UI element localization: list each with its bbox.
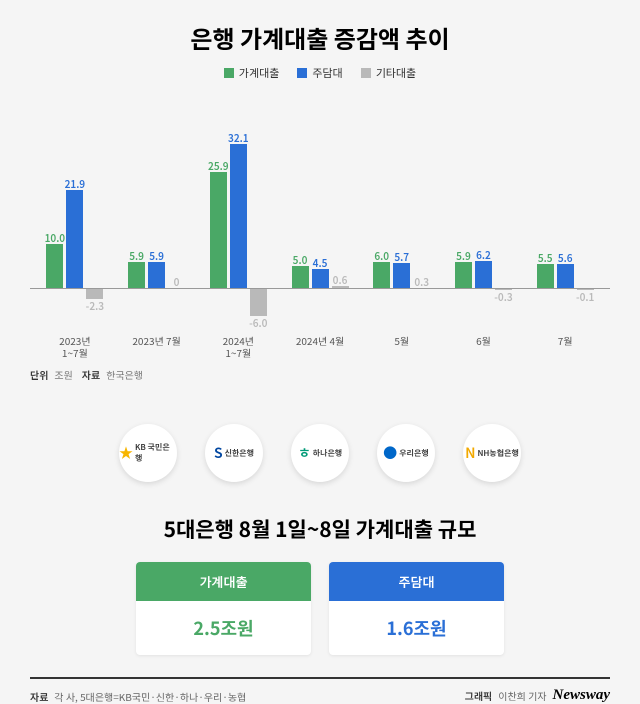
bank-logo-icon: NNH농협은행 (463, 424, 521, 482)
bar (66, 190, 83, 289)
legend-label: 기타대출 (376, 65, 416, 81)
bar-group (443, 261, 525, 329)
bar-group (116, 262, 198, 329)
summary-box: 주담대1.6조원 (329, 562, 504, 655)
unit-label: 단위 (30, 367, 48, 382)
x-label: 6월 (443, 335, 525, 359)
bar (210, 172, 227, 289)
bank-item: ●우리은행 (377, 424, 435, 482)
bar-group (279, 266, 361, 329)
source-label: 자료 (82, 367, 100, 382)
x-label: 2023년1~7월 (34, 335, 116, 359)
legend-swatch (224, 68, 234, 78)
credit-name: 이찬희 기자 (498, 688, 546, 703)
x-label: 7월 (524, 335, 606, 359)
bar-group (361, 262, 443, 329)
bank-logo-icon: ●우리은행 (377, 424, 435, 482)
bank-logo-icon: ★KB 국민은행 (119, 424, 177, 482)
bar-group (197, 144, 279, 329)
summary-box-label: 가계대출 (136, 562, 311, 601)
bar-group (524, 264, 606, 329)
source-value: 한국은행 (106, 367, 143, 382)
bank-item: NNH농협은행 (463, 424, 521, 482)
summary-box-value: 1.6조원 (329, 601, 504, 655)
bar (230, 144, 247, 289)
x-label: 2024년 4월 (279, 335, 361, 359)
section-subtitle: 5대은행 8월 1일~8일 가계대출 규모 (30, 514, 610, 544)
summary-box: 가계대출2.5조원 (136, 562, 311, 655)
bar (495, 289, 512, 290)
credit-label: 그래픽 (465, 688, 493, 703)
legend-item: 가계대출 (224, 65, 279, 81)
bar (312, 269, 329, 289)
legend-item: 기타대출 (361, 65, 416, 81)
bar (86, 289, 103, 299)
chart-area (30, 99, 610, 329)
bank-logo-icon: ㅎ하나은행 (291, 424, 349, 482)
legend-swatch (297, 68, 307, 78)
brand-logo: Newsway (553, 687, 611, 704)
bar (373, 262, 390, 289)
bar (557, 264, 574, 289)
bar (250, 289, 267, 316)
summary-box-label: 주담대 (329, 562, 504, 601)
bar (393, 263, 410, 289)
bank-logo-icon: S신한은행 (205, 424, 263, 482)
bar (292, 266, 309, 289)
x-label: 5월 (361, 335, 443, 359)
bank-logo-row: ★KB 국민은행 S신한은행 ㅎ하나은행 ●우리은행 NNH농협은행 (30, 406, 610, 500)
x-label: 2024년1~7월 (197, 335, 279, 359)
chart-title: 은행 가계대출 증감액 추이 (30, 20, 610, 55)
legend-swatch (361, 68, 371, 78)
legend-item: 주담대 (297, 65, 342, 81)
legend: 가계대출 주담대 기타대출 (30, 65, 610, 81)
bar-chart (30, 99, 610, 329)
bar (455, 262, 472, 289)
bar (475, 261, 492, 289)
bar (46, 244, 63, 289)
bar (148, 262, 165, 289)
bank-item: S신한은행 (205, 424, 263, 482)
legend-label: 가계대출 (239, 65, 279, 81)
summary-box-value: 2.5조원 (136, 601, 311, 655)
summary-boxes: 가계대출2.5조원주담대1.6조원 (30, 562, 610, 655)
chart-footnote: 단위 조원 자료 한국은행 (30, 367, 610, 382)
bar-group (34, 190, 116, 329)
bar (537, 264, 554, 289)
bottom-credits: 자료각 사, 5대은행=KB국민·신한·하나·우리·농협 그래픽이찬희 기자 N… (30, 677, 610, 704)
x-axis-labels: 2023년1~7월2023년 7월2024년1~7월2024년 4월5월6월7월 (30, 335, 610, 359)
bank-item: ㅎ하나은행 (291, 424, 349, 482)
x-label: 2023년 7월 (116, 335, 198, 359)
bar (128, 262, 145, 289)
bar (577, 289, 594, 290)
x-axis-line (30, 288, 610, 289)
bank-item: ★KB 국민은행 (119, 424, 177, 482)
unit-value: 조원 (54, 367, 72, 382)
legend-label: 주담대 (312, 65, 342, 81)
